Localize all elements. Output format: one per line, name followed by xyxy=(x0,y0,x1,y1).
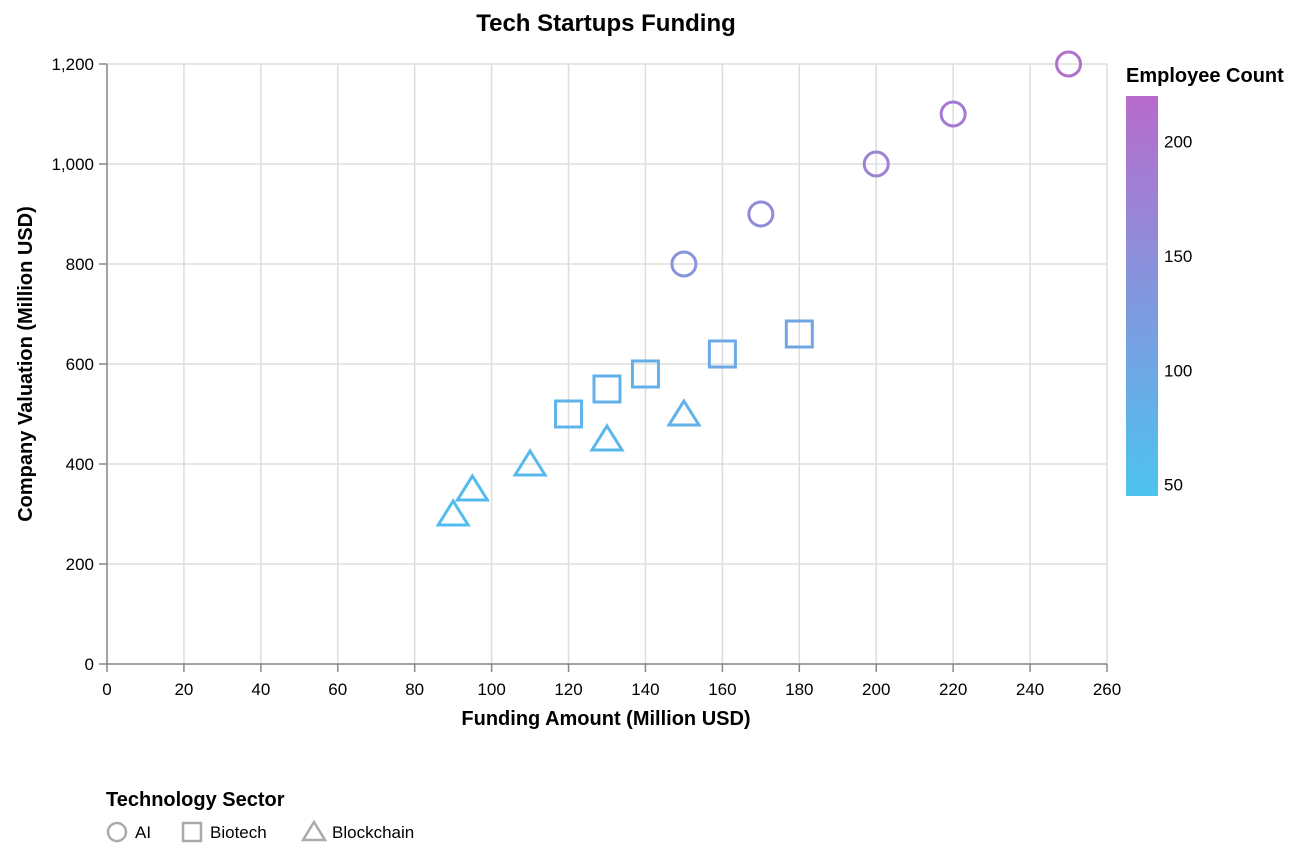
x-tick-label: 0 xyxy=(102,680,111,699)
legend-ai-icon xyxy=(106,821,128,843)
shape-legend-title: Technology Sector xyxy=(106,789,285,811)
y-tick-label: 200 xyxy=(66,555,94,574)
shape-legend-label: Blockchain xyxy=(332,823,414,842)
x-tick-label: 180 xyxy=(785,680,813,699)
x-tick-label: 200 xyxy=(862,680,890,699)
x-axis-title: Funding Amount (Million USD) xyxy=(461,708,750,730)
y-tick-label: 0 xyxy=(85,655,94,674)
shape-legend: Technology Sector AI Biotech Blockchain xyxy=(106,789,414,843)
color-legend-tick-label: 100 xyxy=(1164,361,1192,380)
axes: 0 20 40 60 80 100 120 140 160 180 200 220 240 260 0 200… xyxy=(51,55,1121,699)
point-ai xyxy=(1055,50,1083,78)
data-points xyxy=(435,50,1083,527)
x-tick-label: 240 xyxy=(1016,680,1044,699)
point-ai xyxy=(939,100,967,128)
point-biotech xyxy=(630,359,660,389)
y-tick-label: 600 xyxy=(66,355,94,374)
point-blockchain xyxy=(454,473,491,502)
shape-legend-label: Biotech xyxy=(210,823,267,842)
point-blockchain xyxy=(589,423,625,452)
color-legend-tick-label: 150 xyxy=(1164,247,1192,266)
gridlines xyxy=(106,63,1108,665)
x-tick-label: 60 xyxy=(328,680,347,699)
x-tick-label: 260 xyxy=(1093,680,1121,699)
point-blockchain xyxy=(666,398,702,427)
color-legend-title: Employee Count xyxy=(1126,65,1284,87)
point-blockchain xyxy=(435,498,471,527)
point-biotech xyxy=(784,319,814,349)
color-legend-tick-label: 50 xyxy=(1164,476,1183,495)
color-legend-tick-label: 200 xyxy=(1164,133,1192,152)
y-axis-title: Company Valuation (Million USD) xyxy=(15,206,37,522)
y-tick-label: 1,200 xyxy=(51,55,94,74)
point-blockchain xyxy=(512,448,548,477)
x-tick-label: 20 xyxy=(174,680,193,699)
point-ai xyxy=(747,200,775,228)
shape-legend-label: AI xyxy=(135,823,151,842)
y-tick-label: 1,000 xyxy=(51,155,94,174)
x-tick-label: 160 xyxy=(708,680,736,699)
chart-title: Tech Startups Funding xyxy=(476,10,736,37)
x-tick-label: 120 xyxy=(554,680,582,699)
point-biotech xyxy=(554,399,584,429)
y-tick-label: 800 xyxy=(66,255,94,274)
x-tick-label: 40 xyxy=(251,680,270,699)
legend-blockchain-icon xyxy=(300,819,328,842)
x-tick-label: 100 xyxy=(477,680,505,699)
color-legend-ticks: 50 100 150 200 xyxy=(1164,133,1192,495)
x-tick-label: 140 xyxy=(631,680,659,699)
point-biotech xyxy=(707,339,737,369)
point-ai xyxy=(862,150,890,178)
color-legend: Employee Count 50 100 150 200 xyxy=(1126,65,1284,496)
x-tick-label: 80 xyxy=(405,680,424,699)
color-legend-gradient-bar xyxy=(1126,96,1158,496)
legend-biotech-icon xyxy=(181,821,203,843)
shape-legend-items: AI Biotech Blockchain xyxy=(106,819,414,843)
point-biotech xyxy=(592,374,622,404)
y-tick-label: 400 xyxy=(66,455,94,474)
x-tick-label: 220 xyxy=(939,680,967,699)
point-ai xyxy=(670,250,698,278)
